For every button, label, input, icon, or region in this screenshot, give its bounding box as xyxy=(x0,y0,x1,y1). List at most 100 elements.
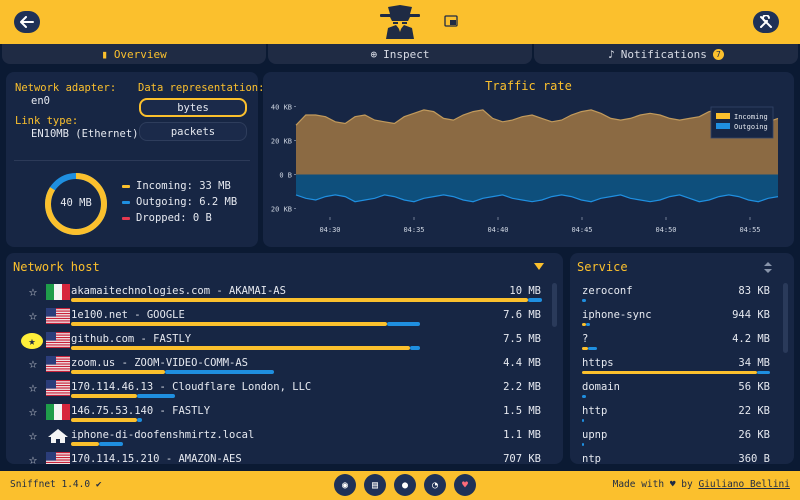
host-row[interactable]: ☆ 146.75.53.140 - FASTLY 1.5 MB xyxy=(6,402,551,426)
legend-swatch xyxy=(716,113,730,119)
host-traffic: 707 KB xyxy=(503,453,541,464)
service-traffic: 944 KB xyxy=(732,309,770,321)
incoming-bar xyxy=(582,371,757,374)
service-name: domain xyxy=(582,381,620,393)
outgoing-bar xyxy=(587,347,598,350)
service-row[interactable]: zeroconf 83 KB xyxy=(570,282,780,306)
incoming-bar xyxy=(71,370,166,374)
usa-flag-icon xyxy=(46,332,70,349)
tools-icon xyxy=(760,15,772,28)
sponsor-icon[interactable]: ♥ xyxy=(454,474,476,496)
tab-bar: ▮ Overview ⊕ Inspect ♪ Notifications 7 xyxy=(0,44,800,64)
favorite-star-icon[interactable]: ★ xyxy=(21,333,43,349)
host-row[interactable]: ☆ akamaitechnologies.com - AKAMAI-AS 10 MB xyxy=(6,282,551,306)
host-row[interactable]: ★ github.com - FASTLY 7.5 MB xyxy=(6,330,551,354)
back-button[interactable] xyxy=(14,11,40,33)
service-row[interactable]: iphone-sync 944 KB xyxy=(570,306,780,330)
host-row[interactable]: ☆ 170.114.15.210 - AMAZON-AES 707 KB xyxy=(6,450,551,464)
traffic-bar xyxy=(582,371,770,374)
service-name: zeroconf xyxy=(582,285,633,297)
y-tick-label: 0 B xyxy=(279,172,292,180)
dropped-text: Dropped: 0 B xyxy=(136,212,212,224)
home-icon xyxy=(46,428,70,444)
incoming-bar xyxy=(582,347,588,350)
service-name: iphone-sync xyxy=(582,309,652,321)
traffic-bar xyxy=(71,370,542,374)
host-row[interactable]: ☆ zoom.us - ZOOM-VIDEO-COMM-AS 4.4 MB xyxy=(6,354,551,378)
network-adapter-label: Network adapter: xyxy=(15,82,117,94)
magnifier-icon: ⊕ xyxy=(370,47,378,61)
legend-swatch xyxy=(716,123,730,129)
favorite-star-icon[interactable]: ☆ xyxy=(28,308,38,324)
host-traffic: 2.2 MB xyxy=(503,381,541,393)
outgoing-swatch xyxy=(122,200,130,204)
outgoing-bar xyxy=(756,371,770,374)
host-name: zoom.us - ZOOM-VIDEO-COMM-AS xyxy=(71,357,249,369)
outgoing-bar xyxy=(582,395,586,398)
service-row[interactable]: http 22 KB xyxy=(570,402,780,426)
favorite-star-icon[interactable]: ☆ xyxy=(28,380,38,396)
legend-label: Outgoing xyxy=(734,123,768,131)
rss-icon[interactable]: ◔ xyxy=(424,474,446,496)
network-host-panel: Network host ☆ akamaitechnologies.com - A… xyxy=(6,253,563,464)
host-name: 1e100.net - GOOGLE xyxy=(71,309,185,321)
host-traffic: 10 MB xyxy=(509,285,541,297)
github-icon[interactable]: ● xyxy=(394,474,416,496)
x-tick-label: 04:45 xyxy=(571,226,592,234)
check-icon: ✔ xyxy=(95,479,102,490)
service-row[interactable]: upnp 26 KB xyxy=(570,426,780,450)
service-row[interactable]: https 34 MB xyxy=(570,354,780,378)
outgoing-bar xyxy=(582,443,584,446)
host-row[interactable]: ☆ 170.114.46.13 - Cloudflare London, LLC 2… xyxy=(6,378,551,402)
bytes-button[interactable]: bytes xyxy=(139,98,247,117)
outgoing-bar xyxy=(386,322,420,326)
legend-outgoing: Outgoing: 6.2 MB xyxy=(122,196,237,208)
sort-icon[interactable] xyxy=(763,261,773,274)
tab-label: Overview xyxy=(113,47,167,61)
host-row[interactable]: ☆ iphone-di-doofenshmirtz.local 1.1 MB xyxy=(6,426,551,450)
sort-down-icon[interactable] xyxy=(533,262,545,271)
service-row[interactable]: ntp 360 B xyxy=(570,450,780,464)
favorite-star-icon[interactable]: ☆ xyxy=(28,452,38,464)
x-tick-label: 04:55 xyxy=(739,226,760,234)
author-link[interactable]: Giuliano Bellini xyxy=(698,479,790,490)
incoming-bar xyxy=(71,346,411,350)
favorite-star-icon[interactable]: ☆ xyxy=(28,428,38,444)
tab-overview[interactable]: ▮ Overview xyxy=(2,44,266,64)
host-scrollbar[interactable] xyxy=(552,283,557,327)
outgoing-bar xyxy=(410,346,420,350)
x-tick-label: 04:50 xyxy=(655,226,676,234)
host-row[interactable]: ☆ 1e100.net - GOOGLE 7.6 MB xyxy=(6,306,551,330)
italy-flag-icon xyxy=(46,284,70,300)
host-traffic: 1.1 MB xyxy=(503,429,541,441)
service-name: ntp xyxy=(582,453,601,464)
service-name: http xyxy=(582,405,608,417)
tab-label: Inspect xyxy=(383,47,430,61)
thumbnail-mode-icon[interactable] xyxy=(444,15,458,27)
made-with-label: Made with xyxy=(612,479,665,490)
host-traffic: 1.5 MB xyxy=(503,405,541,417)
website-icon[interactable]: ◉ xyxy=(334,474,356,496)
traffic-bar xyxy=(582,419,770,422)
host-name: github.com - FASTLY xyxy=(71,333,192,345)
service-name: ? xyxy=(582,333,589,345)
header xyxy=(0,0,800,44)
tab-notifications[interactable]: ♪ Notifications 7 xyxy=(534,44,798,64)
service-scrollbar[interactable] xyxy=(783,283,788,353)
wiki-icon[interactable]: ▤ xyxy=(364,474,386,496)
incoming-text: Incoming: 33 MB xyxy=(136,180,231,192)
usa-flag-icon xyxy=(46,380,70,397)
settings-button[interactable] xyxy=(753,11,779,33)
favorite-star-icon[interactable]: ☆ xyxy=(28,356,38,372)
packets-button[interactable]: packets xyxy=(139,122,247,141)
favorite-star-icon[interactable]: ☆ xyxy=(28,284,38,300)
incoming-bar xyxy=(71,298,528,302)
legend-incoming: Incoming: 33 MB xyxy=(122,180,231,192)
service-traffic: 22 KB xyxy=(738,405,770,417)
tab-inspect[interactable]: ⊕ Inspect xyxy=(268,44,532,64)
incoming-bar xyxy=(71,442,100,446)
favorite-star-icon[interactable]: ☆ xyxy=(28,404,38,420)
service-row[interactable]: ? 4.2 MB xyxy=(570,330,780,354)
service-row[interactable]: domain 56 KB xyxy=(570,378,780,402)
usa-flag-icon xyxy=(46,452,70,464)
